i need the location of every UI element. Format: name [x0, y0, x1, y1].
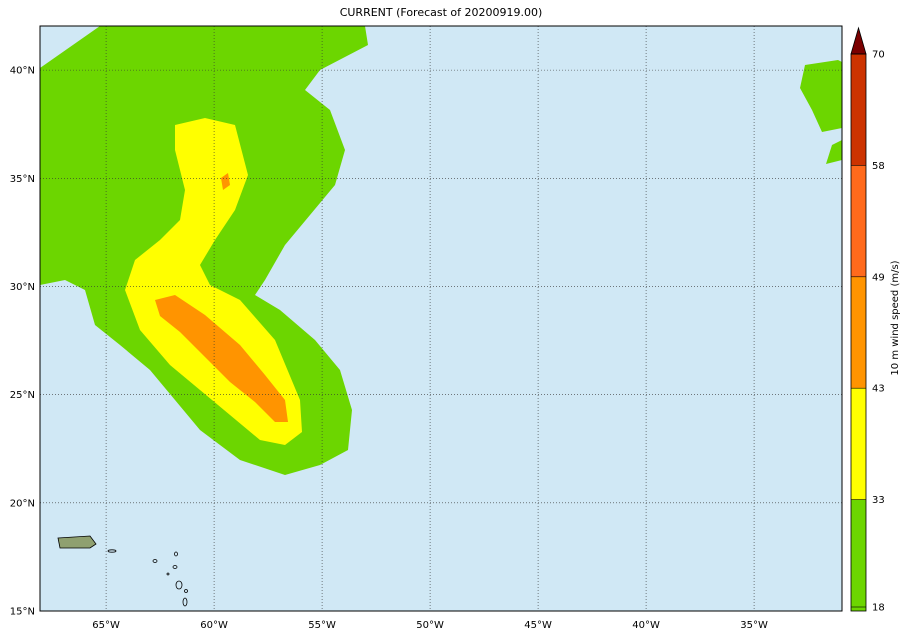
lat-tick-label: 40°N — [10, 66, 35, 77]
lat-tick-label: 15°N — [10, 607, 35, 618]
colorbar-tick-label: 49 — [872, 272, 885, 283]
map — [39, 25, 843, 612]
colorbar-tick-label: 33 — [872, 495, 885, 506]
lon-tick-label: 40°W — [632, 620, 660, 631]
lat-tick-label: 20°N — [10, 498, 35, 509]
colorbar-tick-label: 58 — [872, 161, 885, 172]
islands — [107, 549, 188, 607]
lon-tick-label: 55°W — [308, 620, 336, 631]
wind-contour-43 — [155, 295, 288, 422]
colorbar-extension — [850, 26, 867, 55]
colorbar: 18 33 43 49 58 70 — [850, 26, 885, 614]
lat-tick-label: 35°N — [10, 174, 35, 185]
map-frame — [39, 25, 843, 612]
lon-tick-label: 65°W — [92, 620, 120, 631]
colorbar-segment — [851, 165, 866, 277]
wind-contour-43 — [221, 173, 230, 190]
lon-tick-label: 35°W — [740, 620, 768, 631]
lon-tick-label: 60°W — [200, 620, 228, 631]
colorbar-segment — [851, 388, 866, 500]
wind-contour-33 — [125, 118, 302, 445]
lon-tick-label: 45°W — [524, 620, 552, 631]
colorbar-tick-label: 43 — [872, 384, 885, 395]
lon-tick-label: 50°W — [416, 620, 444, 631]
colorbar-tick-label: 70 — [872, 50, 885, 61]
colorbar-tick-label: 18 — [872, 603, 885, 614]
wind-contour-18 — [800, 60, 842, 132]
colorbar-label: 10 m wind speed (m/s) — [890, 260, 901, 375]
colorbar-segment — [851, 54, 866, 166]
lat-tick-label: 25°N — [10, 390, 35, 401]
lat-tick-label: 30°N — [10, 282, 35, 293]
title: CURRENT (Forecast of 20200919.00) — [340, 6, 543, 19]
colorbar-segment — [851, 499, 866, 611]
wind-contour-18 — [826, 140, 842, 164]
island — [57, 535, 97, 549]
colorbar-segment — [851, 276, 866, 389]
